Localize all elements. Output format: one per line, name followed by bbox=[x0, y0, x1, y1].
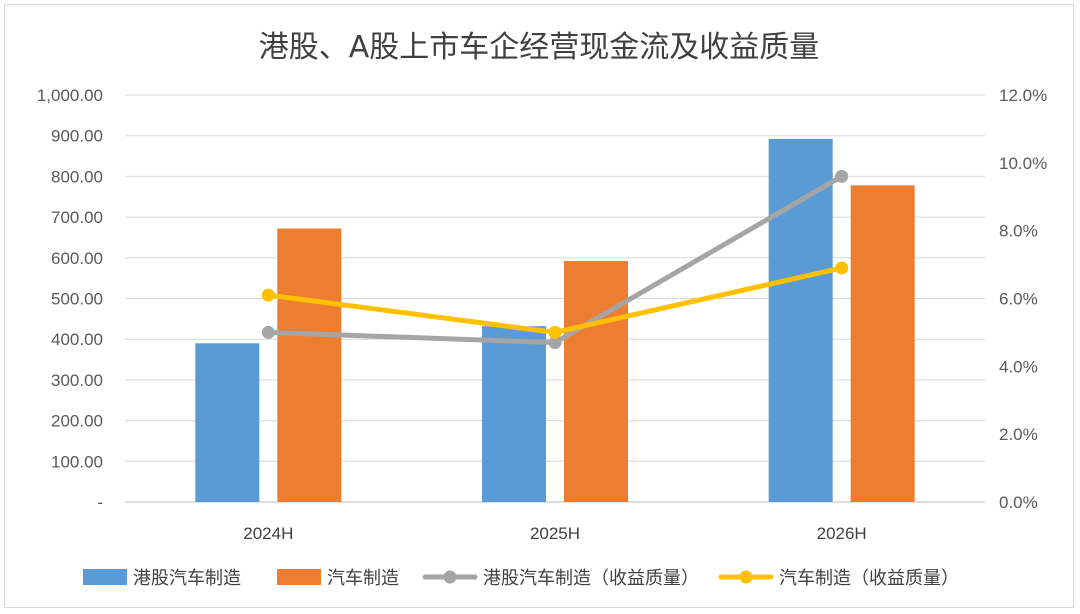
legend-label: 汽车制造 bbox=[327, 568, 399, 589]
legend-label: 港股汽车制造（收益质量） bbox=[483, 568, 699, 589]
series-line bbox=[265, 173, 845, 346]
bar bbox=[850, 185, 915, 502]
chart-svg: 港股、A股上市车企经营现金流及收益质量 - 100.00 200.00 300.00 4… bbox=[37, 30, 1047, 589]
lines bbox=[261, 169, 849, 350]
bar bbox=[277, 228, 342, 502]
chart-title: 港股、A股上市车企经营现金流及收益质量 bbox=[259, 30, 820, 65]
left-tick-label: 200.00 bbox=[51, 412, 103, 431]
bar bbox=[195, 343, 260, 502]
bar bbox=[564, 261, 628, 502]
left-tick-label: 400.00 bbox=[51, 330, 103, 349]
left-tick-label: 100.00 bbox=[51, 452, 103, 471]
series-point bbox=[261, 288, 275, 302]
left-tick-label: 800.00 bbox=[51, 167, 103, 186]
left-tick-label: 500.00 bbox=[51, 290, 103, 309]
legend-swatch bbox=[83, 569, 127, 585]
x-tick-label: 2025H bbox=[530, 524, 580, 543]
right-axis: 0.0% 2.0% 4.0% 6.0% 8.0% 10.0% 12.0% bbox=[999, 86, 1047, 512]
left-tick-label: 700.00 bbox=[51, 208, 103, 227]
series-point bbox=[835, 261, 849, 275]
series-point bbox=[548, 336, 562, 350]
x-axis: 2024H 2025H 2026H bbox=[243, 524, 866, 543]
bar bbox=[482, 326, 546, 502]
series-point bbox=[835, 169, 849, 183]
legend-swatch bbox=[277, 569, 321, 585]
x-tick-label: 2026H bbox=[817, 524, 867, 543]
series-line bbox=[265, 265, 845, 335]
right-tick-label: 0.0% bbox=[999, 493, 1038, 512]
chart-frame: 港股、A股上市车企经营现金流及收益质量 - 100.00 200.00 300.00 4… bbox=[4, 4, 1074, 608]
right-tick-label: 12.0% bbox=[999, 86, 1047, 105]
left-tick-label: 1,000.00 bbox=[37, 86, 103, 105]
series-point bbox=[548, 325, 562, 339]
left-tick-label: 600.00 bbox=[51, 249, 103, 268]
right-tick-label: 4.0% bbox=[999, 357, 1038, 376]
x-tick-label: 2024H bbox=[243, 524, 293, 543]
left-tick-label: - bbox=[97, 493, 103, 512]
legend-label: 港股汽车制造 bbox=[133, 568, 241, 589]
right-tick-label: 8.0% bbox=[999, 222, 1038, 241]
bar bbox=[768, 138, 833, 502]
right-tick-label: 10.0% bbox=[999, 154, 1047, 173]
left-tick-label: 900.00 bbox=[51, 127, 103, 146]
left-axis: - 100.00 200.00 300.00 400.00 500.00 600.00 700… bbox=[37, 86, 103, 512]
right-tick-label: 2.0% bbox=[999, 425, 1038, 444]
legend: 港股汽车制造 汽车制造 港股汽车制造（收益质量） 汽车制造（收益质量） bbox=[83, 568, 959, 589]
right-tick-label: 6.0% bbox=[999, 290, 1038, 309]
legend-marker bbox=[739, 570, 753, 584]
legend-marker bbox=[443, 570, 457, 584]
bars bbox=[195, 138, 915, 502]
legend-label: 汽车制造（收益质量） bbox=[779, 568, 959, 589]
left-tick-label: 300.00 bbox=[51, 371, 103, 390]
series-point bbox=[261, 325, 275, 339]
